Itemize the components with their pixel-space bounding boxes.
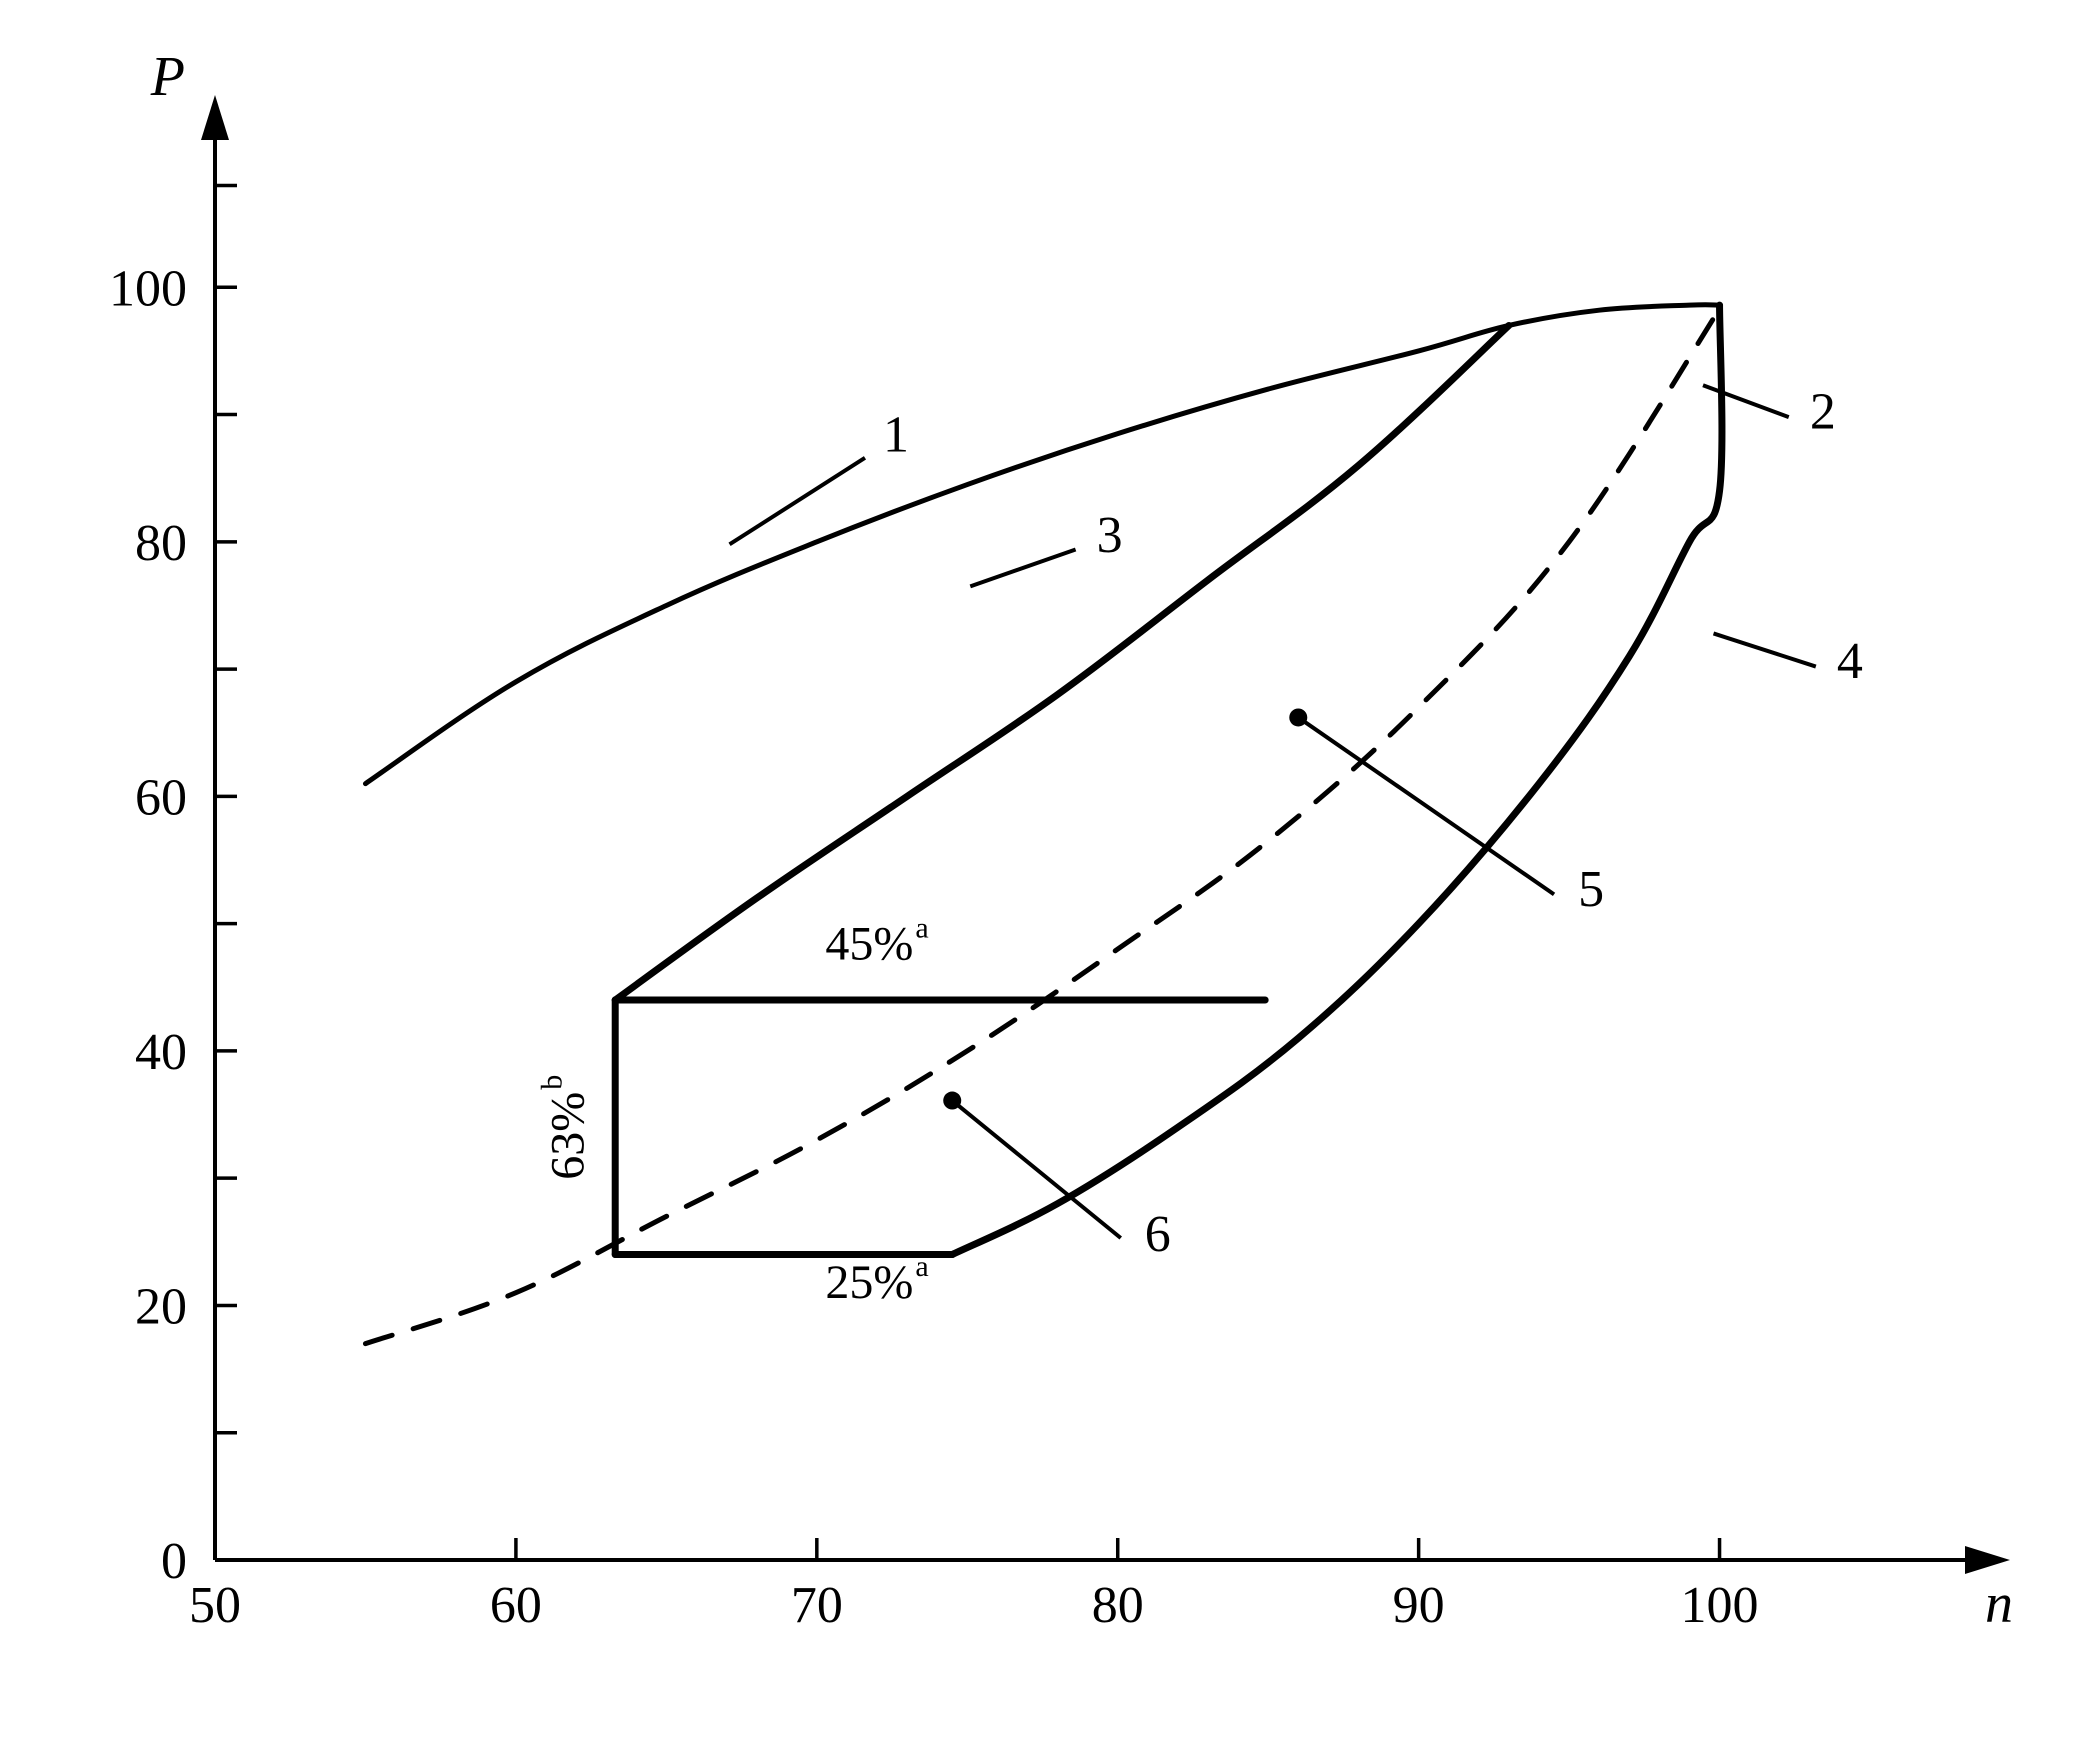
curve-c3 — [615, 325, 1509, 1000]
x-tick-label: 60 — [490, 1577, 542, 1634]
x-axis-label: n — [1985, 1573, 2013, 1635]
curve-c2_dash — [365, 309, 1719, 1344]
y-tick-label: 20 — [135, 1278, 187, 1335]
y-axis-arrow — [201, 95, 229, 140]
curve-label-n4: 4 — [1837, 633, 1863, 690]
curve-label-n6: 6 — [1145, 1206, 1171, 1263]
x-axis-arrow — [1965, 1546, 2010, 1574]
leader-l3 — [970, 549, 1075, 586]
x-tick-label: 50 — [189, 1577, 241, 1634]
pct-label-p45: 45%a — [825, 911, 928, 970]
pct-label-p25: 25%a — [825, 1250, 928, 1309]
x-tick-label: 100 — [1681, 1577, 1759, 1634]
leader-dot-l5 — [1289, 708, 1307, 726]
leader-l5 — [1298, 717, 1554, 894]
y-tick-label: 100 — [109, 260, 187, 317]
curve-label-n3: 3 — [1097, 507, 1123, 564]
curve-label-n1: 1 — [883, 407, 909, 464]
svg-text:45%a: 45%a — [825, 911, 928, 970]
y-tick-label: 40 — [135, 1024, 187, 1081]
leader-l4 — [1714, 633, 1816, 666]
svg-text:63%b: 63%b — [536, 1075, 595, 1180]
curve-label-n5: 5 — [1578, 861, 1604, 918]
y-axis-label: P — [150, 46, 185, 108]
x-tick-label: 90 — [1393, 1577, 1445, 1634]
leader-dot-l6 — [943, 1092, 961, 1110]
svg-text:25%a: 25%a — [825, 1250, 928, 1309]
x-tick-label: 70 — [791, 1577, 843, 1634]
curve-c1 — [365, 305, 1719, 784]
pct-label-p63: 63%b — [536, 1075, 595, 1180]
curve-label-n2: 2 — [1810, 384, 1836, 441]
y-tick-label: 0 — [161, 1533, 187, 1590]
y-tick-label: 60 — [135, 769, 187, 826]
y-tick-label: 80 — [135, 515, 187, 572]
leader-l2 — [1703, 385, 1789, 417]
x-tick-label: 80 — [1092, 1577, 1144, 1634]
